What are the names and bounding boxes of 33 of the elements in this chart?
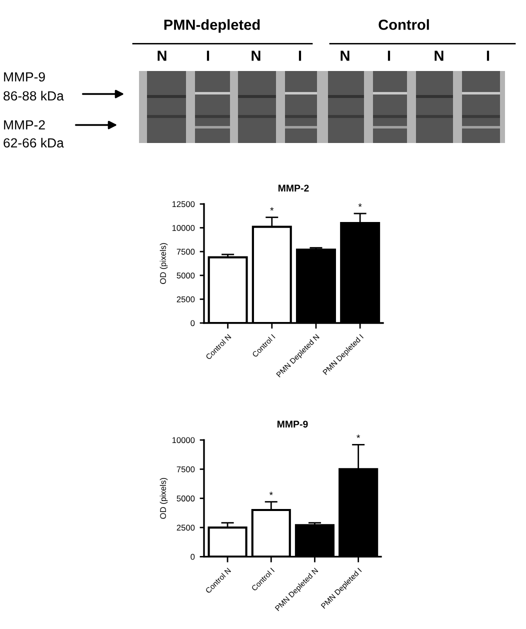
text: N — [340, 50, 350, 61]
y-tick-label: 0 — [190, 320, 195, 326]
annotation: * — [269, 492, 273, 496]
text: I — [206, 50, 210, 61]
y-axis-title: OD (pixels) — [160, 243, 168, 284]
text: 62-66 kDa — [4, 138, 64, 148]
annotation: * — [356, 434, 360, 438]
text: I — [298, 50, 302, 61]
text: N — [158, 50, 166, 61]
y-tick-label: 12500 — [172, 201, 195, 208]
y-tick-label: 10000 — [172, 225, 195, 231]
y-tick-label: 7500 — [176, 466, 195, 472]
y-axis-title: OD (pixels) — [160, 478, 168, 519]
text: N — [252, 50, 260, 61]
text: I — [388, 50, 390, 61]
text: I — [486, 50, 490, 61]
text: MMP-2 — [4, 120, 45, 130]
y-tick-label: 5000 — [176, 496, 195, 502]
annotation: * — [270, 207, 274, 211]
y-tick-label: 5000 — [176, 272, 195, 278]
text: PMN-depleted — [164, 19, 260, 33]
y-tick-label: 2500 — [176, 296, 195, 302]
text: MMP-9 — [4, 72, 45, 82]
y-tick-label: 0 — [190, 554, 195, 560]
annotation: * — [358, 203, 362, 207]
chart-title: MMP-2 — [278, 184, 309, 192]
text: N — [434, 50, 444, 61]
y-tick-label: 10000 — [172, 437, 195, 444]
y-tick-label: 7500 — [176, 248, 195, 255]
text: 86-88 kDa — [4, 90, 64, 101]
chart-title: MMP-9 — [277, 420, 308, 428]
y-tick-label: 2500 — [176, 524, 195, 531]
text: Control — [378, 19, 429, 30]
